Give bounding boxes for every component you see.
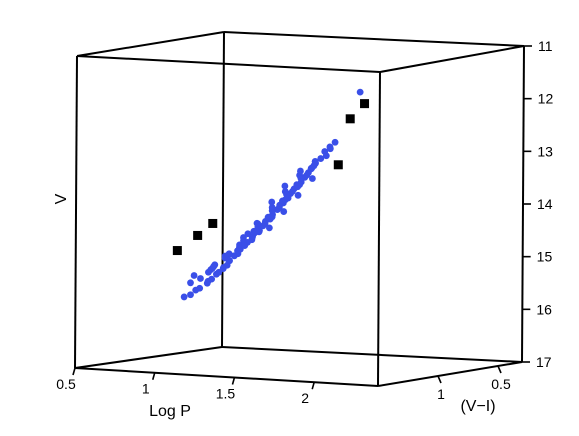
y-tick-label: 0.5 xyxy=(491,376,511,392)
z-tick-label: 13 xyxy=(537,143,553,159)
outlier-square-point xyxy=(193,230,203,240)
star-circle-point xyxy=(248,236,256,244)
star-circle-point xyxy=(303,171,311,179)
star-circle-point xyxy=(308,175,316,182)
box-edge xyxy=(223,31,525,47)
y-tick xyxy=(437,375,442,384)
star-circle-point xyxy=(297,167,304,175)
star-circle-point xyxy=(197,275,204,282)
x-axis-label: Log P xyxy=(149,403,191,420)
star-circle-point xyxy=(331,138,339,146)
box-edge xyxy=(74,346,223,369)
box-edge xyxy=(76,55,381,73)
star-circle-point xyxy=(255,228,263,236)
star-circle-point xyxy=(187,291,194,299)
star-circle-point xyxy=(356,88,364,96)
outlier-square-point xyxy=(360,99,370,109)
x-tick-label: 1 xyxy=(142,381,150,397)
z-axis-label: V xyxy=(53,193,70,204)
star-circle-point xyxy=(280,208,288,215)
y-tick xyxy=(497,365,502,374)
z-tick-label: 17 xyxy=(536,354,552,370)
y-axis-label: (V−I) xyxy=(460,398,495,415)
box-edge xyxy=(74,55,78,369)
outlier-square-point xyxy=(208,218,218,228)
z-tick-label: 14 xyxy=(537,196,553,212)
star-circle-point xyxy=(268,198,276,206)
box-edge xyxy=(76,31,225,57)
star-circle-point xyxy=(289,187,296,195)
star-circle-point xyxy=(296,181,304,188)
star-circle-point xyxy=(281,182,289,190)
x-tick-label: 1.5 xyxy=(216,385,236,401)
z-tick-label: 12 xyxy=(538,91,554,107)
box-edge xyxy=(221,31,225,348)
star-circle-point xyxy=(225,257,233,264)
star-circle-point xyxy=(244,230,252,238)
star-circle-point xyxy=(281,188,289,195)
star-circle-point xyxy=(210,263,218,270)
star-circle-point xyxy=(275,204,283,211)
star-circle-point xyxy=(196,284,204,292)
star-circle-point xyxy=(241,242,249,249)
outlier-square-point xyxy=(172,246,182,256)
star-circle-point xyxy=(261,220,269,228)
star-circle-point xyxy=(268,213,276,221)
star-circle-point xyxy=(205,268,212,276)
x-tick xyxy=(151,372,156,380)
x-tick-label: 0.5 xyxy=(56,376,76,392)
data-points xyxy=(172,88,370,301)
box-edge xyxy=(379,45,525,73)
star-circle-point xyxy=(268,204,276,211)
x-tick xyxy=(72,367,76,376)
box-edge xyxy=(74,367,379,387)
z-tick-label: 15 xyxy=(537,249,553,265)
axis-labels: Log P (V−I) V xyxy=(53,193,496,420)
star-circle-point xyxy=(265,224,273,232)
star-circle-point xyxy=(234,247,241,255)
plot-box xyxy=(74,31,525,387)
z-tick-label: 11 xyxy=(538,38,553,54)
z-tick-label: 16 xyxy=(536,301,552,317)
outlier-square-point xyxy=(345,114,355,124)
box-edge xyxy=(377,71,381,387)
star-circle-point xyxy=(310,162,318,170)
star-circle-point xyxy=(190,272,198,279)
box-edge xyxy=(221,346,523,363)
star-circle-point xyxy=(281,196,289,204)
star-circle-point xyxy=(253,219,261,227)
outlier-square-point xyxy=(333,160,343,170)
star-circle-point xyxy=(187,279,194,287)
star-circle-point xyxy=(180,293,188,301)
y-tick-label: 1 xyxy=(437,386,445,402)
star-circle-point xyxy=(219,265,227,273)
star-circle-point xyxy=(322,152,330,160)
x-tick xyxy=(311,381,315,390)
star-circle-point xyxy=(208,275,216,283)
star-circle-point xyxy=(294,191,302,199)
star-circle-point xyxy=(317,155,325,162)
x-tick-label: 2 xyxy=(301,390,309,406)
x-tick xyxy=(231,377,236,385)
star-circle-point xyxy=(326,145,334,153)
